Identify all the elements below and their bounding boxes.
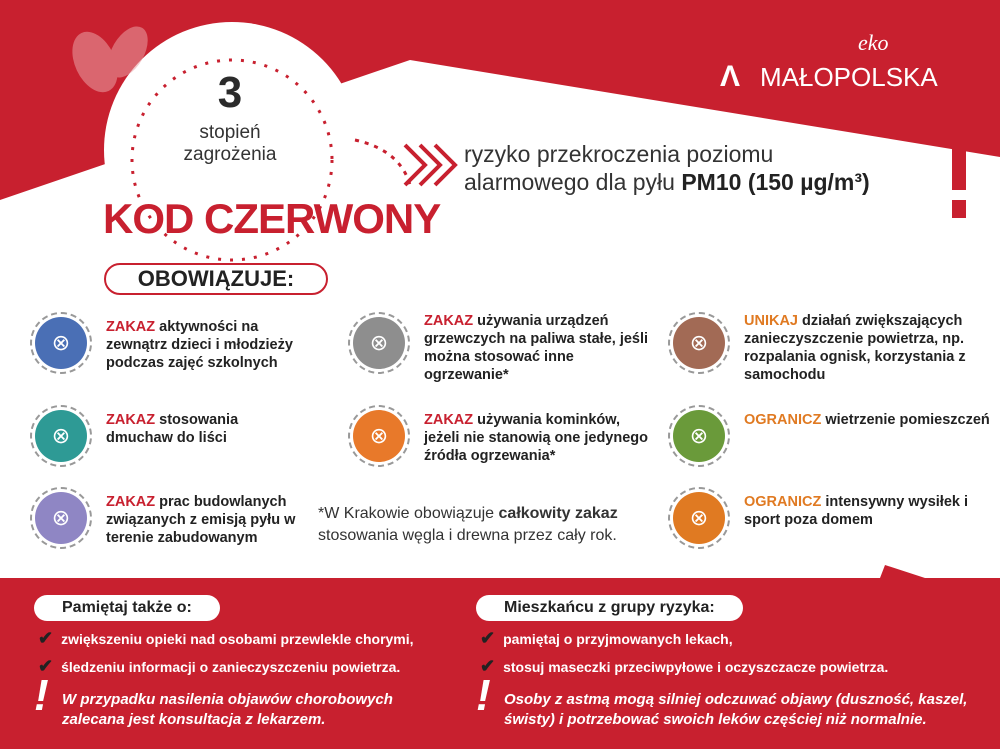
restriction-description: używania urządzeń grzewczych na paliwa s… [424,313,649,383]
check-icon: ✔ [38,628,54,648]
children-outdoor-icon-glyph: ⊗ [35,317,87,369]
restriction-description: używania kominków, jeżeli nie stanowią o… [424,412,648,464]
note-bold: całkowity zakaz [498,505,618,522]
exclamation-icon [952,130,966,190]
logo-mark-icon: Λ [720,60,741,93]
leaf-blower-icon-glyph: ⊗ [35,410,87,462]
restriction-text: UNIKAJ działań zwiększających zanieczysz… [744,312,1000,384]
level-label-line1: stopień [199,122,261,143]
restriction-text: OGRANICZ wietrzenie pomieszczeń [744,411,1000,429]
restriction-item: ⊗ OGRANICZ wietrzenie pomieszczeń [668,405,1000,467]
restriction-item: ⊗ OGRANICZ intensywny wysiłek i sport po… [668,487,1000,549]
sport-cycling-icon: ⊗ [668,487,730,549]
restriction-description: działań zwiększających zanieczyszczenie … [744,313,966,383]
level-label: stopień zagrożenia [130,122,330,166]
risk-line1: ryzyko przekroczenia poziomu [464,141,774,167]
check-icon: ✔ [480,656,496,676]
restriction-text: ZAKAZ używania kominków, jeżeli nie stan… [424,411,654,465]
risk-line2: alarmowego dla pyłu [464,169,682,195]
sport-cycling-icon-glyph: ⊗ [673,492,725,544]
restriction-item: ⊗ ZAKAZ używania urządzeń grzewczych na … [348,312,654,384]
restriction-keyword: ZAKAZ [424,313,474,329]
logo-eko: eko [858,30,889,55]
solid-fuel-heater-icon: ⊗ [348,312,410,374]
restriction-item: ⊗ UNIKAJ działań zwiększających zanieczy… [668,312,1000,384]
restriction-item: ⊗ ZAKAZ stosowania dmuchaw do liści [30,405,306,467]
check-icon: ✔ [38,656,54,676]
warning-line: zalecana jest konsultacja z lekarzem. [62,711,326,728]
restriction-keyword: ZAKAZ [106,494,156,510]
children-outdoor-icon: ⊗ [30,312,92,374]
code-title: KOD CZERWONY [103,195,441,242]
fireplace-icon: ⊗ [348,405,410,467]
restriction-keyword: ZAKAZ [424,412,474,428]
bonfire-car-icon-glyph: ⊗ [673,317,725,369]
exclamation-icon: ! [34,671,49,720]
krakow-note: *W Krakowie obowiązuje całkowity zakaz s… [318,503,618,547]
remember-warning: ! W przypadku nasilenia objawów chorobow… [34,674,454,730]
restriction-description: stosowania dmuchaw do liści [106,412,239,446]
construction-worker-icon-glyph: ⊗ [35,492,87,544]
warning-line: świsty) i potrzebować swoich leków częśc… [504,711,927,728]
restriction-description: intensywny wysiłek i sport poza domem [744,494,969,528]
risk-pm10: PM10 (150 µg/m³) [681,169,870,195]
risk-group-check-2: ✔ stosuj maseczki przeciwpyłowe i oczyszc… [480,656,889,676]
solid-fuel-heater-icon-glyph: ⊗ [353,317,405,369]
remember-check-1: ✔ zwiększeniu opieki nad osobami przewlek… [38,628,414,648]
fireplace-icon-glyph: ⊗ [353,410,405,462]
restriction-keyword: UNIKAJ [744,313,798,329]
check-icon: ✔ [480,628,496,648]
warning-line: Osoby z astmą mogą silniej odczuwać obja… [504,691,968,708]
risk-group-check-1: ✔ pamiętaj o przyjmowanych lekach, [480,628,733,648]
restriction-description: wietrzenie pomieszczeń [821,412,990,428]
restriction-text: ZAKAZ aktywności na zewnątrz dzieci i mł… [106,318,306,372]
remember-check-2: ✔ śledzeniu informacji o zanieczyszczeniu… [38,656,401,676]
note-line2: stosowania węgla i drewna przez cały rok… [318,527,617,544]
restriction-item: ⊗ ZAKAZ prac budowlanych związanych z em… [30,487,306,549]
level-label-line2: zagrożenia [183,144,277,165]
obowiazuje-label: OBOWIĄZUJE: [104,263,328,295]
restriction-item: ⊗ ZAKAZ aktywności na zewnątrz dzieci i … [30,312,306,374]
construction-worker-icon: ⊗ [30,487,92,549]
restriction-keyword: ZAKAZ [106,319,156,335]
risk-text: ryzyko przekroczenia poziomu alarmowego … [464,140,870,196]
bonfire-car-icon: ⊗ [668,312,730,374]
window-ventilation-icon-glyph: ⊗ [673,410,725,462]
exclamation-icon: ! [476,671,491,720]
leaf-icon [72,26,148,93]
restriction-keyword: ZAKAZ [106,412,156,428]
restriction-description: prac budowlanych związanych z emisją pył… [106,494,296,546]
leaf-blower-icon: ⊗ [30,405,92,467]
restriction-text: ZAKAZ używania urządzeń grzewczych na pa… [424,312,654,384]
restriction-keyword: OGRANICZ [744,412,822,428]
restriction-keyword: OGRANICZ [744,494,822,510]
restriction-text: OGRANICZ intensywny wysiłek i sport poza… [744,493,1000,529]
restriction-text: ZAKAZ stosowania dmuchaw do liści [106,411,306,447]
warning-line: W przypadku nasilenia objawów chorobowyc… [62,691,393,708]
level-number: 3 [217,68,243,117]
exclamation-dot [952,200,966,218]
restriction-description: aktywności na zewnątrz dzieci i młodzież… [106,319,293,371]
risk-group-warning: ! Osoby z astmą mogą silniej odczuwać ob… [476,674,996,730]
restriction-item: ⊗ ZAKAZ używania kominków, jeżeli nie st… [348,405,654,467]
window-ventilation-icon: ⊗ [668,405,730,467]
risk-group-title: Mieszkańcu z grupy ryzyka: [476,595,743,621]
logo-brand: MAŁOPOLSKA [760,62,938,92]
note-prefix: *W Krakowie obowiązuje [318,505,499,522]
remember-title: Pamiętaj także o: [34,595,220,621]
restriction-text: ZAKAZ prac budowlanych związanych z emis… [106,493,306,547]
